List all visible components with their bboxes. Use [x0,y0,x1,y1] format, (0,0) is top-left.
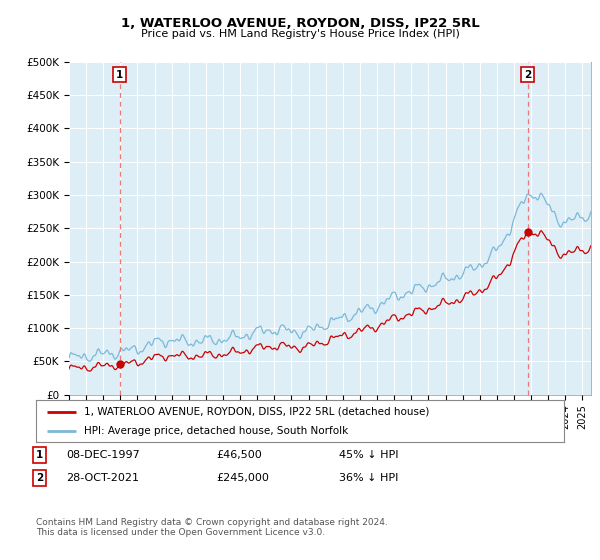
Text: 2: 2 [36,473,43,483]
Text: £46,500: £46,500 [216,450,262,460]
Text: HPI: Average price, detached house, South Norfolk: HPI: Average price, detached house, Sout… [83,426,348,436]
Text: 1: 1 [36,450,43,460]
Text: 1, WATERLOO AVENUE, ROYDON, DISS, IP22 5RL (detached house): 1, WATERLOO AVENUE, ROYDON, DISS, IP22 5… [83,407,429,417]
Text: 08-DEC-1997: 08-DEC-1997 [66,450,140,460]
Text: Contains HM Land Registry data © Crown copyright and database right 2024.
This d: Contains HM Land Registry data © Crown c… [36,518,388,538]
Text: £245,000: £245,000 [216,473,269,483]
Text: 1, WATERLOO AVENUE, ROYDON, DISS, IP22 5RL: 1, WATERLOO AVENUE, ROYDON, DISS, IP22 5… [121,17,479,30]
Text: 1: 1 [116,69,123,80]
Text: 28-OCT-2021: 28-OCT-2021 [66,473,139,483]
Text: Price paid vs. HM Land Registry's House Price Index (HPI): Price paid vs. HM Land Registry's House … [140,29,460,39]
Text: 45% ↓ HPI: 45% ↓ HPI [339,450,398,460]
Text: 36% ↓ HPI: 36% ↓ HPI [339,473,398,483]
Text: 2: 2 [524,69,531,80]
